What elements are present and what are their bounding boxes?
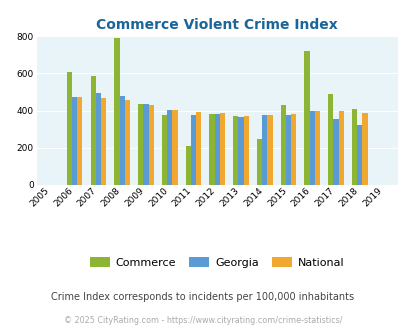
- Bar: [114, 38, 119, 185]
- Bar: [162, 115, 166, 185]
- Text: Crime Index corresponds to incidents per 100,000 inhabitants: Crime Index corresponds to incidents per…: [51, 292, 354, 302]
- Bar: [232, 116, 238, 185]
- Bar: [124, 100, 130, 185]
- Bar: [256, 139, 262, 185]
- Bar: [101, 98, 106, 185]
- Bar: [327, 94, 333, 185]
- Bar: [90, 76, 96, 185]
- Bar: [333, 119, 338, 185]
- Bar: [309, 111, 314, 185]
- Bar: [214, 114, 219, 185]
- Title: Commerce Violent Crime Index: Commerce Violent Crime Index: [96, 18, 337, 32]
- Bar: [138, 104, 143, 185]
- Bar: [338, 111, 343, 185]
- Bar: [72, 97, 77, 185]
- Bar: [238, 117, 243, 185]
- Bar: [190, 115, 196, 185]
- Bar: [96, 92, 101, 185]
- Bar: [314, 111, 320, 185]
- Bar: [143, 104, 148, 185]
- Text: © 2025 CityRating.com - https://www.cityrating.com/crime-statistics/: © 2025 CityRating.com - https://www.city…: [64, 316, 341, 325]
- Bar: [362, 113, 367, 185]
- Bar: [356, 125, 362, 185]
- Bar: [290, 114, 296, 185]
- Bar: [243, 116, 248, 185]
- Bar: [148, 105, 153, 185]
- Bar: [267, 115, 272, 185]
- Bar: [77, 97, 82, 185]
- Bar: [66, 72, 72, 185]
- Legend: Commerce, Georgia, National: Commerce, Georgia, National: [85, 253, 348, 272]
- Bar: [280, 105, 285, 185]
- Bar: [209, 114, 214, 185]
- Bar: [351, 109, 356, 185]
- Bar: [304, 50, 309, 185]
- Bar: [119, 96, 124, 185]
- Bar: [172, 110, 177, 185]
- Bar: [219, 113, 224, 185]
- Bar: [262, 115, 267, 185]
- Bar: [196, 113, 201, 185]
- Bar: [285, 115, 290, 185]
- Bar: [185, 146, 190, 185]
- Bar: [166, 110, 172, 185]
